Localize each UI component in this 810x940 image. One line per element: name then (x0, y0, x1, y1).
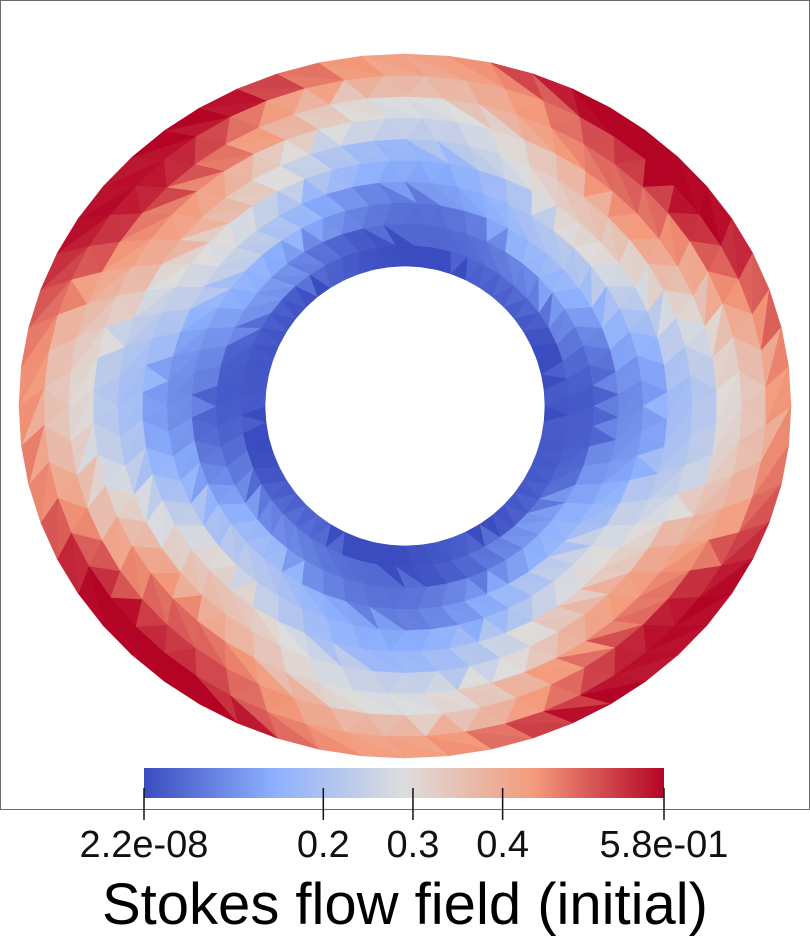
colorbar-title: Stokes flow field (initial) (102, 872, 708, 937)
tick-label-0-2: 0.2 (296, 824, 350, 866)
tick-label-0-4: 0.4 (476, 824, 530, 866)
annulus-mesh-plot (18, 53, 792, 759)
tick-label-0-3: 0.3 (386, 824, 440, 866)
render-viewport[interactable] (0, 0, 810, 810)
tick-label-max: 5.8e-01 (599, 824, 729, 866)
tick-label-min: 2.2e-08 (79, 824, 209, 866)
mesh-cell (765, 366, 792, 426)
